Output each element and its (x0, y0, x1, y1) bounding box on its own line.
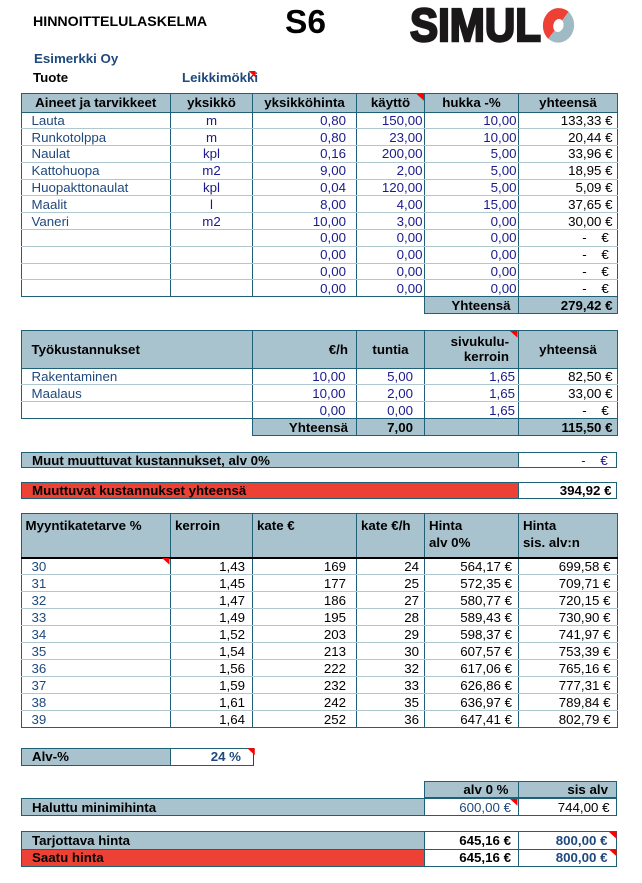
svg-text:SIMUL: SIMUL (410, 0, 541, 50)
